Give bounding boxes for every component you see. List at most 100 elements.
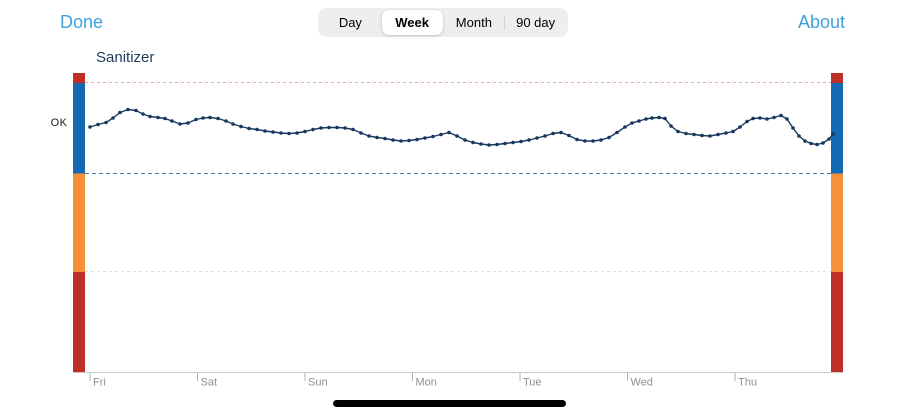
series-point — [479, 142, 483, 146]
series-point — [797, 134, 801, 138]
x-tick-label-thu: Thu — [738, 377, 757, 389]
series-point — [716, 132, 720, 137]
series-point — [271, 130, 275, 134]
series-point — [745, 119, 749, 124]
series-point — [327, 125, 331, 130]
x-tick-label-wed: Wed — [631, 377, 653, 389]
series-point — [423, 136, 427, 140]
x-tick-label-fri: Fri — [93, 377, 106, 389]
segment-week[interactable]: Week — [381, 10, 443, 35]
series-point — [295, 131, 299, 135]
series-point — [178, 122, 182, 126]
series-point — [447, 130, 451, 135]
x-tick-label-sun: Sun — [308, 377, 328, 389]
series-point — [487, 143, 491, 147]
series-point — [519, 139, 523, 144]
series-point — [391, 138, 395, 142]
series-point — [751, 116, 755, 121]
series-point — [399, 139, 403, 143]
series-point — [141, 112, 145, 116]
series-point — [785, 117, 789, 121]
series-point — [827, 137, 831, 141]
series-point — [821, 141, 825, 145]
series-point — [383, 136, 387, 141]
series-point — [615, 130, 619, 135]
series-point — [583, 139, 587, 143]
series-point — [765, 117, 769, 121]
series-point — [559, 130, 563, 135]
series-point — [831, 132, 835, 136]
zone-band-alarm-high-right — [831, 73, 843, 83]
series-point — [148, 114, 152, 119]
zone-band-alarm-low-right — [831, 272, 843, 372]
series-point — [575, 137, 579, 142]
segment-day[interactable]: Day — [320, 10, 381, 35]
home-indicator[interactable] — [333, 400, 566, 407]
series-point — [96, 122, 100, 127]
x-tick-label-sat: Sat — [201, 377, 218, 389]
segment-divider — [504, 15, 506, 30]
x-tick-label-mon: Mon — [416, 377, 437, 389]
series-point — [644, 117, 648, 121]
about-button[interactable]: About — [797, 12, 845, 32]
series-point — [567, 133, 571, 138]
series-point — [415, 137, 419, 142]
series-point — [657, 115, 661, 120]
series-point — [700, 133, 704, 138]
series-point — [738, 125, 742, 129]
series-point — [809, 141, 813, 146]
series-point — [194, 117, 198, 122]
zone-band-alarm-low-left — [73, 272, 85, 372]
series-point — [431, 134, 435, 139]
zone-band-ok-left — [73, 83, 85, 174]
series-point — [791, 126, 795, 130]
segment-month[interactable]: Month — [444, 10, 505, 35]
series-point — [637, 119, 641, 123]
time-range-segmented-control: Day Week Month 90 day — [318, 8, 568, 37]
series-point — [134, 108, 138, 113]
series-point — [186, 121, 190, 125]
series-point — [511, 140, 515, 145]
series-point — [311, 127, 315, 132]
zone-band-warning-left — [73, 173, 85, 272]
series-point — [495, 142, 499, 147]
done-button[interactable]: Done — [60, 12, 104, 32]
series-point — [815, 142, 819, 147]
series-point — [239, 124, 243, 129]
series-point — [527, 138, 531, 142]
series-point — [630, 121, 634, 125]
series-point — [111, 116, 115, 120]
series-point — [88, 125, 92, 129]
series-point — [676, 129, 680, 134]
series-point — [263, 129, 267, 133]
series-point — [156, 115, 160, 120]
series-point — [724, 131, 728, 135]
series-point — [779, 113, 783, 118]
series-point — [279, 131, 283, 135]
y-zone-label: OK — [50, 117, 68, 129]
series-point — [163, 116, 167, 121]
series-point — [303, 129, 307, 134]
series-point — [255, 127, 259, 132]
series-point — [471, 140, 475, 145]
series-point — [758, 116, 762, 120]
series-point — [375, 135, 379, 140]
series-point — [708, 134, 712, 138]
series-point — [170, 119, 174, 123]
series-point — [216, 116, 220, 121]
series-point — [692, 132, 696, 137]
series-point — [287, 131, 291, 136]
series-point — [407, 138, 411, 143]
segment-90-day[interactable]: 90 day — [505, 10, 566, 35]
series-point — [104, 120, 108, 125]
series-point — [118, 110, 122, 115]
series-point — [201, 116, 205, 120]
series-point — [231, 122, 235, 126]
series-point — [367, 134, 371, 138]
series-point — [455, 134, 459, 138]
series-point — [463, 138, 467, 142]
series-point — [535, 136, 539, 140]
series-point — [551, 131, 555, 136]
series-point — [319, 126, 323, 130]
